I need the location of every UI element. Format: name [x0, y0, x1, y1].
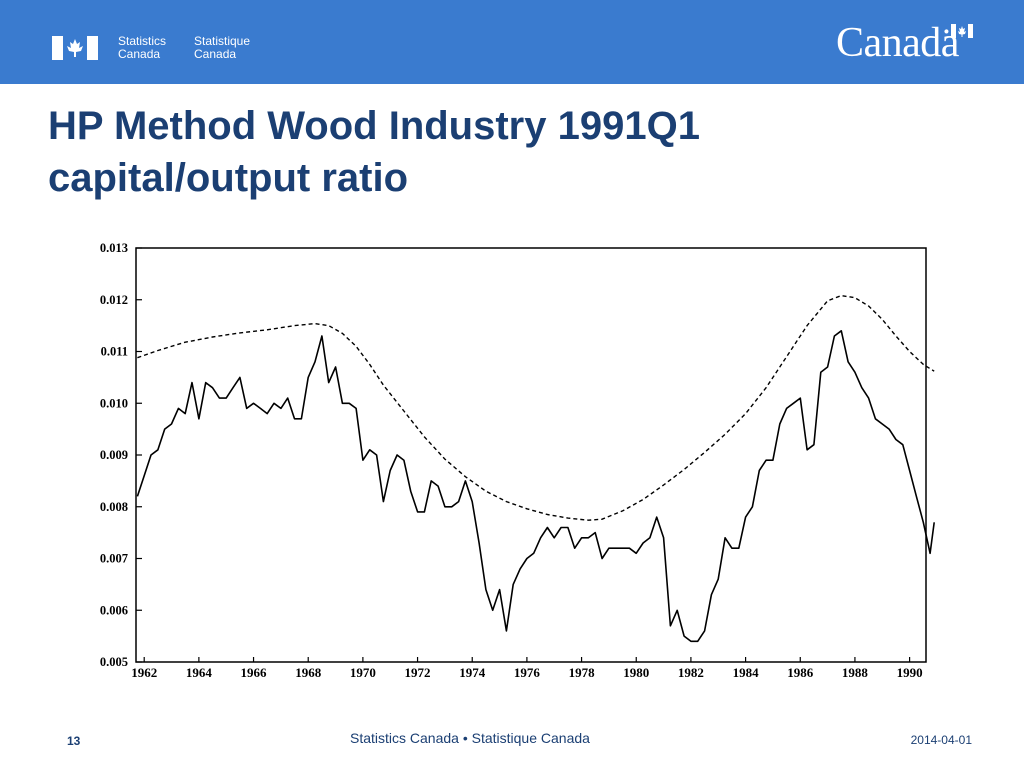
series-line-dashed — [137, 294, 935, 521]
footer-date: 2014-04-01 — [910, 733, 972, 747]
footer-agency-name: Statistics Canada • Statistique Canada — [350, 730, 590, 746]
slide-title: HP Method Wood Industry 1991Q1 capital/o… — [48, 100, 988, 204]
x-tick-label: 1966 — [241, 665, 268, 680]
x-tick-label: 1984 — [733, 665, 760, 680]
org-name-english-line1: Statistics — [118, 34, 167, 48]
x-tick-label: 1976 — [514, 665, 541, 680]
canada-wordmark: Canadä — [836, 20, 959, 66]
x-tick-label: 1970 — [350, 665, 376, 680]
y-tick-label: 0.012 — [100, 293, 128, 307]
org-name-french-line2: Canada — [194, 47, 237, 61]
slide-title-line1: HP Method Wood Industry 1991Q1 — [48, 104, 700, 148]
x-tick-label: 1980 — [623, 665, 649, 680]
y-tick-label: 0.009 — [100, 448, 128, 462]
y-tick-label: 0.011 — [101, 345, 128, 359]
y-tick-label: 0.008 — [100, 500, 128, 514]
org-name-english-line2: Canada — [118, 47, 161, 61]
y-tick-label: 0.010 — [100, 396, 128, 410]
y-tick-label: 0.005 — [100, 655, 128, 669]
x-tick-label: 1972 — [405, 665, 431, 680]
capital-output-ratio-chart: 0.005 0.006 0.007 0.008 0.009 0.010 0.011 0.012… — [100, 241, 935, 680]
org-name-french-line1: Statistique — [194, 34, 251, 48]
canada-flag-icon — [52, 36, 98, 60]
page-number: 13 — [67, 734, 81, 748]
y-tick-label: 0.007 — [100, 552, 128, 566]
x-tick-label: 1962 — [131, 665, 157, 680]
header-banner: Statistics Canada Statistique Canada Can… — [0, 0, 1024, 84]
x-tick-label: 1974 — [459, 665, 486, 680]
x-tick-label: 1990 — [897, 665, 923, 680]
x-tick-label: 1982 — [678, 665, 704, 680]
y-tick-label: 0.006 — [100, 603, 128, 617]
x-tick-label: 1988 — [842, 665, 869, 680]
org-name-english: Statistics Canada — [118, 35, 166, 61]
y-tick-label: 0.013 — [100, 241, 128, 255]
x-tick-label: 1964 — [186, 665, 213, 680]
org-name-french: Statistique Canada — [194, 35, 250, 61]
wordmark-flag-icon — [951, 24, 973, 38]
slide-title-line2: capital/output ratio — [48, 156, 408, 200]
series-line-solid — [136, 330, 935, 643]
x-tick-label: 1968 — [295, 665, 322, 680]
x-tick-label: 1986 — [787, 665, 814, 680]
plot-frame — [135, 247, 927, 663]
x-tick-label: 1978 — [569, 665, 596, 680]
